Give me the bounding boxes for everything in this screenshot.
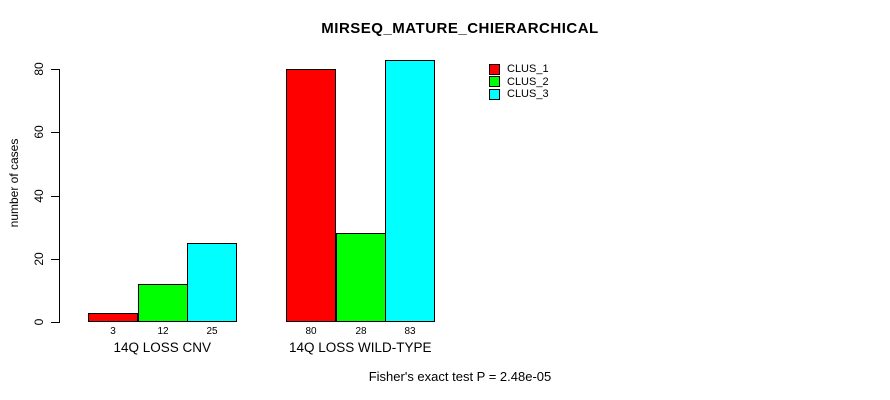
y-tick-label: 20: [32, 252, 46, 266]
y-axis-tick: [51, 322, 59, 323]
y-tick-label: 80: [32, 62, 46, 76]
legend-label: CLUS_3: [507, 88, 549, 101]
legend-swatch-icon: [489, 88, 500, 100]
legend-label: CLUS_1: [507, 63, 549, 76]
bar-value-label: 12: [157, 326, 169, 337]
bar-value-label: 80: [305, 326, 317, 337]
bar-clus_2-group2: [336, 233, 386, 322]
chart-title: MIRSEQ_MATURE_CHIERARCHICAL: [321, 20, 599, 37]
y-axis-line: [59, 69, 60, 323]
category-label: 14Q LOSS WILD-TYPE: [288, 340, 432, 355]
bar-value-label: 3: [110, 326, 116, 337]
y-axis-tick: [51, 132, 59, 133]
y-axis-tick: [51, 196, 59, 197]
bar-clus_1-group1: [88, 313, 138, 322]
bar-value-label: 83: [404, 326, 416, 337]
legend-item-clus_1: CLUS_1: [489, 63, 549, 76]
y-axis-tick: [51, 69, 59, 70]
legend-label: CLUS_2: [507, 75, 549, 88]
bar-value-label: 25: [206, 326, 218, 337]
y-tick-label: 40: [32, 189, 46, 203]
legend-swatch-icon: [489, 76, 500, 88]
stats-annotation: Fisher's exact test P = 2.48e-05: [368, 369, 552, 384]
bar-clus_2-group1: [138, 284, 188, 322]
legend-item-clus_2: CLUS_2: [489, 76, 549, 89]
legend-item-clus_3: CLUS_3: [489, 88, 549, 101]
y-axis-label: number of cases: [7, 138, 21, 228]
bar-value-label: 28: [355, 326, 367, 337]
y-axis-tick: [51, 259, 59, 260]
bar-clus_3-group1: [187, 243, 237, 322]
legend-swatch-icon: [489, 63, 500, 75]
y-tick-label: 60: [32, 125, 46, 139]
bar-clus_3-group2: [385, 60, 435, 322]
bar-clus_1-group2: [286, 69, 336, 322]
legend: CLUS_1 CLUS_2 CLUS_3: [489, 63, 549, 101]
category-label: 14Q LOSS CNV: [113, 340, 212, 355]
y-tick-label: 0: [32, 318, 46, 326]
